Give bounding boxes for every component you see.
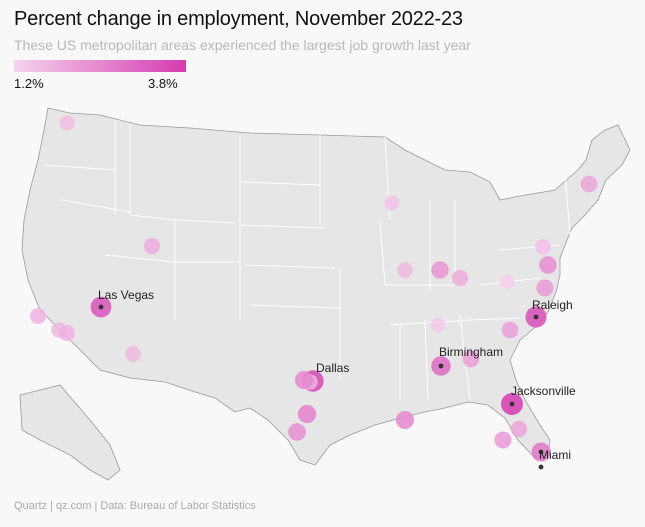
state-borders xyxy=(43,120,571,401)
metro-bubble xyxy=(430,317,446,333)
metro-bubble xyxy=(539,256,557,274)
metro-marker-dot xyxy=(538,449,544,455)
metro-bubble xyxy=(295,371,313,389)
miami-marker-dot xyxy=(538,464,544,470)
source-footer: Quartz | qz.com | Data: Bureau of Labor … xyxy=(14,500,256,512)
legend-gradient-bar xyxy=(14,60,186,72)
metro-bubble xyxy=(297,404,317,424)
metro-bubble xyxy=(510,420,528,438)
chart-title: Percent change in employment, November 2… xyxy=(14,8,463,30)
metro-marker-dot xyxy=(533,314,539,320)
metro-bubble xyxy=(499,274,515,290)
alaska-hint xyxy=(19,384,121,481)
metro-marker-dot xyxy=(509,401,515,407)
metro-bubble xyxy=(501,321,519,339)
metro-bubble xyxy=(536,279,554,297)
label-dallas: Dallas xyxy=(316,361,349,375)
us-outline xyxy=(21,107,631,466)
metro-bubble xyxy=(125,346,141,362)
metro-bubble xyxy=(462,350,480,368)
label-birmingham: Birmingham xyxy=(439,345,503,359)
metro-bubble xyxy=(59,115,75,131)
metro-bubble xyxy=(396,411,414,429)
metro-bubble xyxy=(59,325,75,341)
metro-bubble xyxy=(431,261,449,279)
metro-bubble xyxy=(143,237,161,255)
label-miami: Miami xyxy=(539,448,571,462)
metro-bubble xyxy=(30,308,46,324)
metro-marker-dot xyxy=(98,304,104,310)
metro-bubble xyxy=(494,431,512,449)
legend-min-label: 1.2% xyxy=(14,76,44,91)
label-jacksonville: Jacksonville xyxy=(511,384,576,398)
metro-bubble xyxy=(580,175,598,193)
legend-max-label: 3.8% xyxy=(148,76,178,91)
metro-marker-dot xyxy=(438,363,444,369)
metro-bubble xyxy=(451,269,469,287)
metro-bubble xyxy=(288,423,306,441)
label-raleigh: Raleigh xyxy=(532,298,573,312)
metro-points xyxy=(30,115,598,470)
label-las-vegas: Las Vegas xyxy=(98,288,154,302)
metro-bubble xyxy=(397,262,413,278)
chart-subtitle: These US metropolitan areas experienced … xyxy=(14,37,471,53)
metro-bubble xyxy=(384,195,400,211)
metro-bubble xyxy=(535,240,551,256)
